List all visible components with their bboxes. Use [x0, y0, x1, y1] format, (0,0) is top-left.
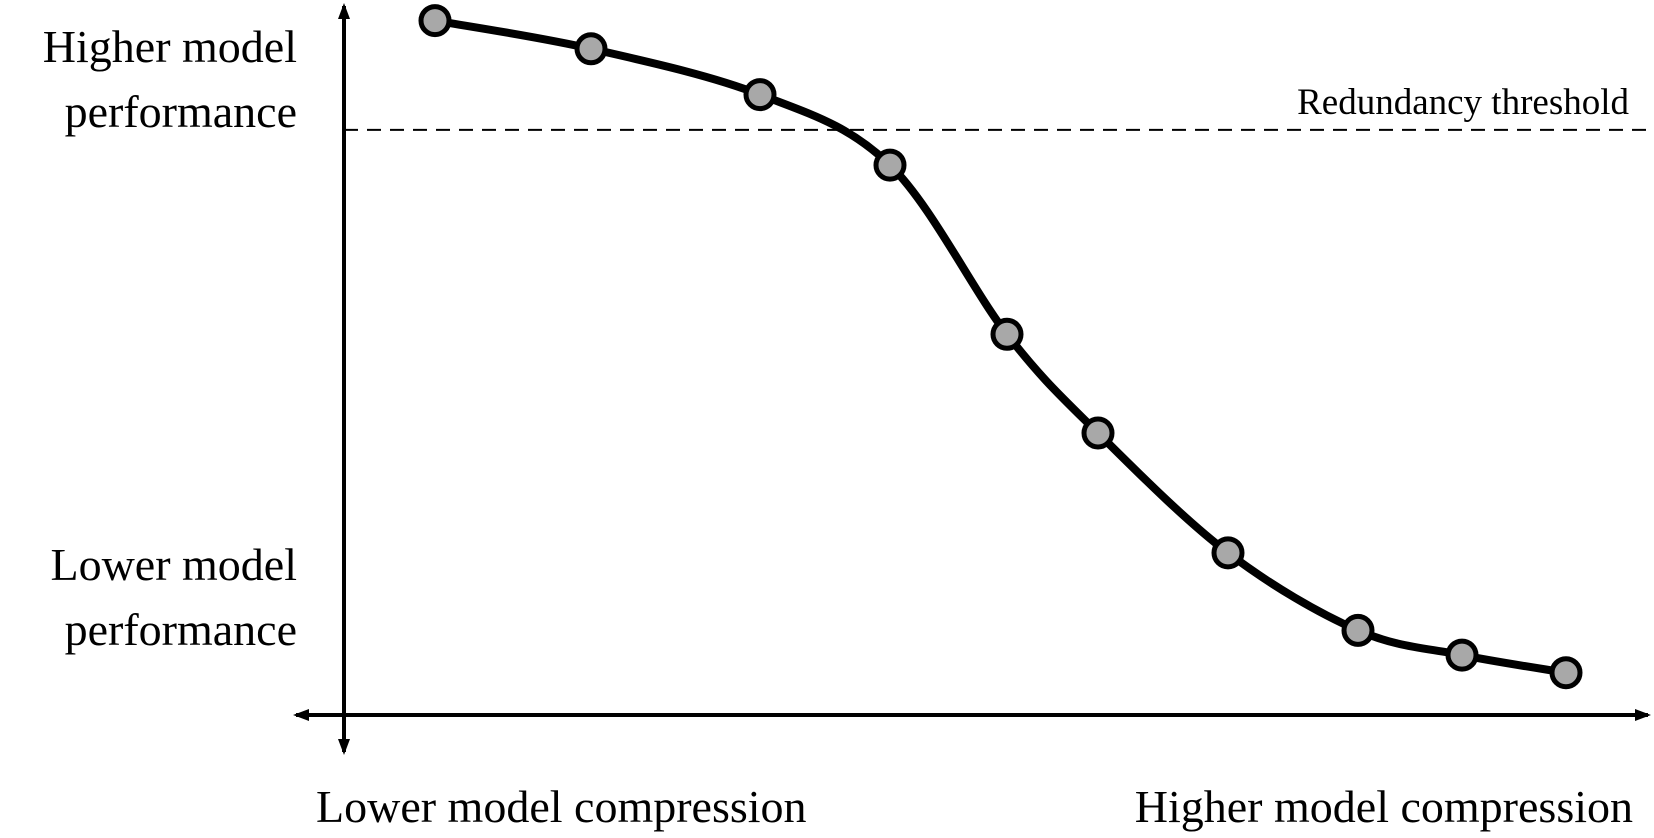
series-line [431, 16, 1570, 677]
series-points [418, 4, 1583, 690]
y-label-high-line2: performance [65, 86, 297, 137]
y-label-low-line2: performance [65, 604, 297, 655]
data-point-4 [873, 148, 907, 182]
data-point-5 [990, 317, 1024, 351]
x-axis-labels: Lower model compression Higher model com… [316, 781, 1633, 832]
data-point-8 [1341, 613, 1375, 647]
data-point-2 [574, 32, 608, 66]
y-label-high-line1: Higher model [43, 21, 297, 72]
data-point-10 [1549, 656, 1583, 690]
data-point-7 [1211, 536, 1245, 570]
data-point-3 [743, 78, 777, 112]
y-label-low-line1: Lower model [50, 539, 297, 590]
y-axis-labels: Higher model performance Lower model per… [43, 21, 297, 655]
data-point-1 [418, 4, 452, 38]
x-label-low: Lower model compression [316, 781, 807, 832]
x-label-high: Higher model compression [1135, 781, 1633, 832]
data-point-9 [1445, 638, 1479, 672]
threshold-label: Redundancy threshold [1297, 82, 1629, 123]
data-point-6 [1081, 416, 1115, 450]
